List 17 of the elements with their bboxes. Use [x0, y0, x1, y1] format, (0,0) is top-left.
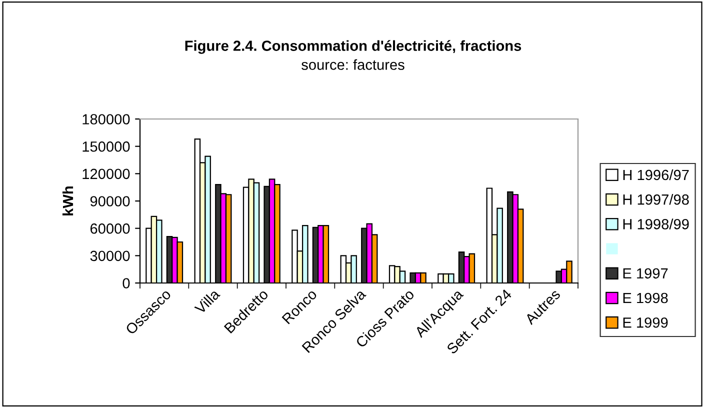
x-tick-label: Villa — [194, 288, 221, 315]
y-tick-label: 90000 — [90, 196, 130, 206]
y-axis-title: kWh — [62, 186, 74, 216]
legend-label: E 1998 — [623, 292, 668, 304]
legend-label: H 1997/98 — [623, 194, 689, 205]
chart-title: Figure 2.4. Consommation d'électricité, fractions — [185, 40, 522, 54]
legend-label: H 1998/99 — [623, 218, 689, 230]
legend-label: H 1996/97 — [623, 169, 689, 180]
y-tick-label: 0 — [122, 278, 130, 288]
chart-subtitle: source: factures — [302, 59, 404, 70]
y-tick-label: 150000 — [82, 141, 130, 152]
y-tick-label: 60000 — [90, 223, 130, 234]
legend-label: E 1997 — [623, 268, 668, 279]
y-tick-label: 120000 — [82, 168, 130, 180]
legend-label: E 1999 — [623, 317, 668, 328]
y-tick-label: 180000 — [82, 114, 130, 124]
y-tick-label: 30000 — [90, 250, 130, 262]
